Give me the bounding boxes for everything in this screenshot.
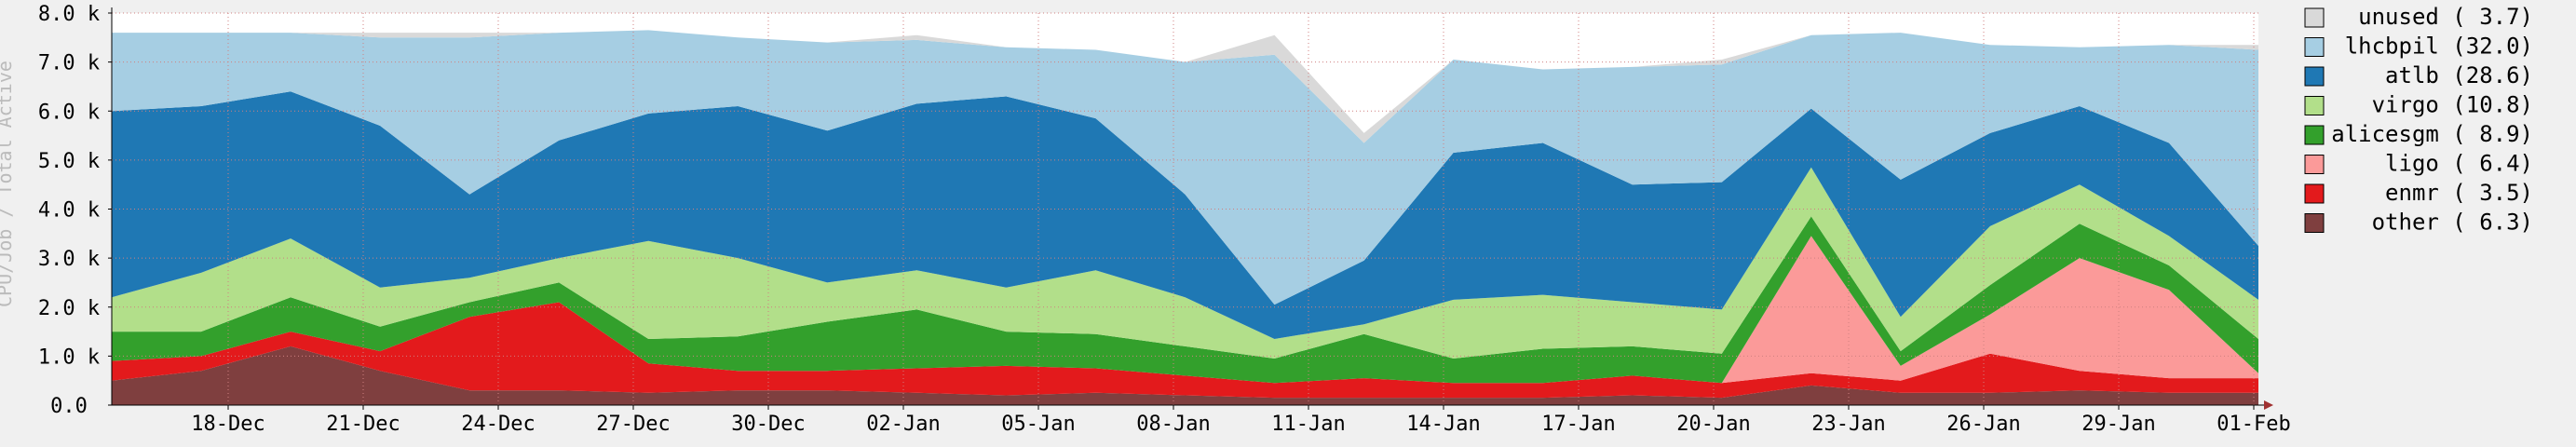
area-virgo [112, 167, 2258, 359]
x-tick-label: 05-Jan [1001, 413, 1075, 436]
x-tick-label: 11-Jan [1271, 413, 1345, 436]
y-tick-label: 8.0 k [38, 3, 100, 26]
legend-label-lhcbpil: lhcbpil (32.0) [2345, 34, 2533, 60]
x-tick-label: 21-Dec [326, 413, 400, 436]
x-tick-label: 14-Jan [1406, 413, 1480, 436]
legend-swatch-lhcbpil [2304, 37, 2325, 57]
x-tick-label: 29-Jan [2081, 413, 2155, 436]
area-ligo [112, 236, 2258, 384]
axes [108, 7, 2273, 410]
legend-label-other: other ( 6.3) [2372, 210, 2533, 236]
x-tick-label: 20-Jan [1676, 413, 1750, 436]
area-atlb [112, 91, 2258, 339]
y-tick-label: 5.0 k [38, 150, 100, 173]
y-tick-label: 6.0 k [38, 101, 100, 124]
x-axis-arrow [2264, 400, 2273, 410]
legend-label-ligo: ligo ( 6.4) [2385, 151, 2533, 177]
legend-label-unused: unused ( 3.7) [2358, 4, 2533, 30]
y-tick-label: 0.0 [50, 395, 88, 418]
x-tick-label: 30-Dec [731, 413, 805, 436]
y-tick-labels: 0.0 1.0 k 2.0 k 3.0 k 4.0 k 5.0 k 6.0 k 7.0 k 8.… [38, 3, 100, 418]
legend-swatch-virgo [2304, 96, 2325, 115]
legend-swatch-unused [2304, 7, 2325, 28]
x-tick-label: 18-Dec [191, 413, 264, 436]
x-tick-labels: 18-Dec 21-Dec 24-Dec 27-Dec 30-Dec 02-Jan 05-J… [191, 413, 2290, 436]
y-axis-label: CPU/Job / Total Active [0, 61, 16, 307]
x-tick-label: 27-Dec [596, 413, 670, 436]
x-tick-label: 08-Jan [1136, 413, 1210, 436]
legend: unused ( 3.7) lhcbpil (32.0)atlb (28.6) vi… [2304, 4, 2533, 236]
legend-swatch-enmr [2304, 183, 2325, 204]
legend-label-alicesgm: alicesgm ( 8.9) [2331, 121, 2533, 147]
legend-swatch-ligo [2304, 155, 2325, 174]
legend-label-enmr: enmr ( 3.5) [2385, 180, 2533, 206]
y-tick-label: 7.0 k [38, 52, 100, 75]
y-tick-label: 2.0 k [38, 297, 100, 320]
y-tick-label: 3.0 k [38, 248, 100, 271]
x-tick-label: 17-Jan [1541, 413, 1615, 436]
y-tick-label: 4.0 k [38, 199, 100, 223]
area-enmr [112, 302, 2258, 399]
legend-swatch-alicesgm [2304, 125, 2325, 145]
x-tick-label: 02-Jan [866, 413, 940, 436]
legend-label-atlb: atlb (28.6) [2385, 62, 2533, 88]
legend-swatch-other [2304, 213, 2325, 233]
area-lhcbpil [112, 30, 2258, 305]
legend-label-virgo: virgo (10.8) [2372, 92, 2533, 118]
x-tick-label: 26-Jan [1946, 413, 2020, 436]
series-areas [112, 30, 2258, 405]
y-tick-label: 1.0 k [38, 345, 100, 369]
x-tick-label: 24-Dec [461, 413, 535, 436]
legend-swatch-atlb [2304, 66, 2325, 87]
area-other [112, 345, 2258, 405]
x-tick-label: 23-Jan [1811, 413, 1885, 436]
x-tick-label: 01-Feb [2217, 413, 2290, 436]
area-alicesgm [112, 216, 2258, 384]
